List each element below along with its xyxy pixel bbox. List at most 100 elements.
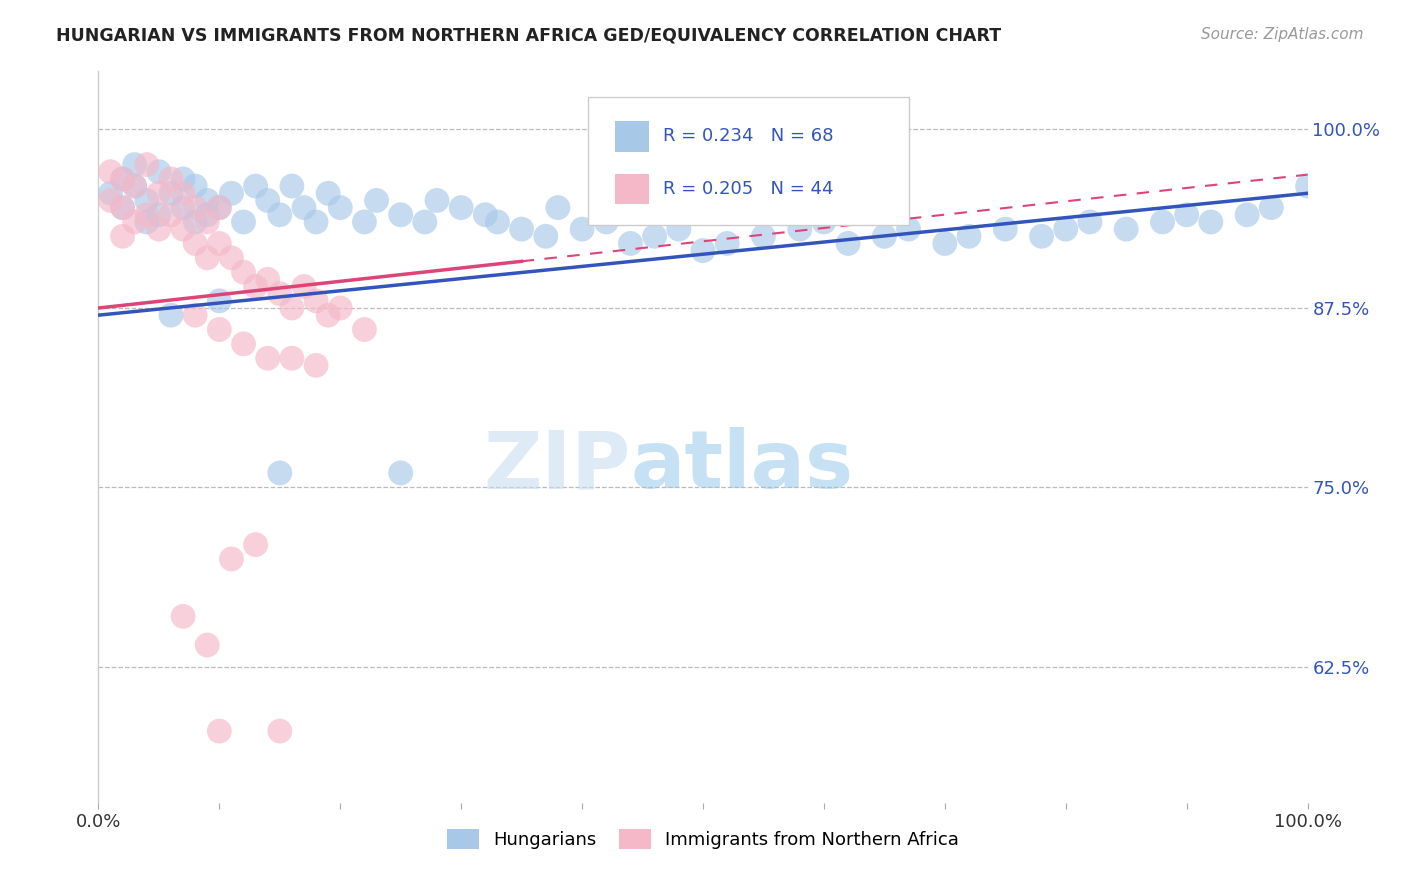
Point bbox=[124, 158, 146, 172]
Point bbox=[148, 186, 170, 201]
Point bbox=[510, 222, 533, 236]
Point bbox=[208, 322, 231, 336]
Point bbox=[208, 293, 231, 308]
Point bbox=[668, 222, 690, 236]
Point bbox=[111, 201, 134, 215]
Point bbox=[595, 215, 617, 229]
Point bbox=[305, 359, 328, 373]
Point bbox=[256, 194, 278, 208]
Point bbox=[148, 208, 170, 222]
Point bbox=[135, 208, 157, 222]
Point bbox=[1031, 229, 1053, 244]
Point bbox=[195, 215, 218, 229]
Point bbox=[716, 236, 738, 251]
Point bbox=[195, 251, 218, 265]
Point bbox=[208, 201, 231, 215]
Point bbox=[281, 301, 304, 315]
Point bbox=[111, 201, 134, 215]
Point bbox=[389, 208, 412, 222]
Point bbox=[619, 236, 641, 251]
Point bbox=[329, 301, 352, 315]
Point bbox=[292, 279, 315, 293]
Point bbox=[160, 172, 183, 186]
Point bbox=[316, 308, 339, 322]
Point bbox=[571, 222, 593, 236]
Text: R = 0.205   N = 44: R = 0.205 N = 44 bbox=[664, 180, 834, 198]
Point bbox=[124, 179, 146, 194]
Point bbox=[269, 466, 291, 480]
Point bbox=[232, 265, 254, 279]
Point bbox=[111, 172, 134, 186]
Point bbox=[281, 179, 304, 194]
Point bbox=[934, 236, 956, 251]
Point bbox=[269, 286, 291, 301]
Point bbox=[1054, 222, 1077, 236]
Point bbox=[450, 201, 472, 215]
Point bbox=[172, 222, 194, 236]
Point bbox=[1078, 215, 1101, 229]
Point bbox=[1236, 208, 1258, 222]
Point bbox=[100, 186, 122, 201]
Point bbox=[160, 208, 183, 222]
Point bbox=[195, 194, 218, 208]
Point bbox=[1260, 201, 1282, 215]
Point bbox=[221, 186, 243, 201]
Point bbox=[752, 229, 775, 244]
Point bbox=[1296, 179, 1319, 194]
Point bbox=[111, 229, 134, 244]
Point bbox=[221, 251, 243, 265]
Point bbox=[184, 201, 207, 215]
Point bbox=[208, 724, 231, 739]
FancyBboxPatch shape bbox=[614, 121, 648, 152]
Point bbox=[208, 236, 231, 251]
Point bbox=[644, 229, 666, 244]
Point bbox=[256, 272, 278, 286]
Point bbox=[1115, 222, 1137, 236]
Point bbox=[111, 172, 134, 186]
Text: atlas: atlas bbox=[630, 427, 853, 506]
Text: R = 0.234   N = 68: R = 0.234 N = 68 bbox=[664, 128, 834, 145]
Point bbox=[195, 638, 218, 652]
Point bbox=[534, 229, 557, 244]
Point bbox=[1152, 215, 1174, 229]
Point bbox=[873, 229, 896, 244]
Point bbox=[160, 308, 183, 322]
Point bbox=[135, 194, 157, 208]
Point bbox=[837, 236, 859, 251]
Point bbox=[547, 201, 569, 215]
Point bbox=[184, 308, 207, 322]
Point bbox=[269, 724, 291, 739]
Point bbox=[135, 158, 157, 172]
Point bbox=[160, 186, 183, 201]
Point bbox=[148, 222, 170, 236]
Point bbox=[172, 201, 194, 215]
Point bbox=[124, 179, 146, 194]
Point bbox=[1199, 215, 1222, 229]
Point bbox=[897, 222, 920, 236]
Point bbox=[124, 215, 146, 229]
FancyBboxPatch shape bbox=[588, 97, 908, 225]
Point bbox=[486, 215, 509, 229]
Point bbox=[366, 194, 388, 208]
Point bbox=[305, 215, 328, 229]
Point bbox=[172, 186, 194, 201]
Point bbox=[692, 244, 714, 258]
Point bbox=[148, 165, 170, 179]
Point bbox=[135, 215, 157, 229]
Point bbox=[245, 538, 267, 552]
Point bbox=[813, 215, 835, 229]
Point bbox=[281, 351, 304, 366]
Point bbox=[426, 194, 449, 208]
Text: HUNGARIAN VS IMMIGRANTS FROM NORTHERN AFRICA GED/EQUIVALENCY CORRELATION CHART: HUNGARIAN VS IMMIGRANTS FROM NORTHERN AF… bbox=[56, 27, 1001, 45]
FancyBboxPatch shape bbox=[614, 174, 648, 204]
Point bbox=[994, 222, 1017, 236]
Point bbox=[184, 179, 207, 194]
Text: Source: ZipAtlas.com: Source: ZipAtlas.com bbox=[1201, 27, 1364, 42]
Point bbox=[474, 208, 496, 222]
Point bbox=[245, 179, 267, 194]
Point bbox=[100, 165, 122, 179]
Point bbox=[100, 194, 122, 208]
Point bbox=[292, 201, 315, 215]
Point bbox=[413, 215, 436, 229]
Point bbox=[256, 351, 278, 366]
